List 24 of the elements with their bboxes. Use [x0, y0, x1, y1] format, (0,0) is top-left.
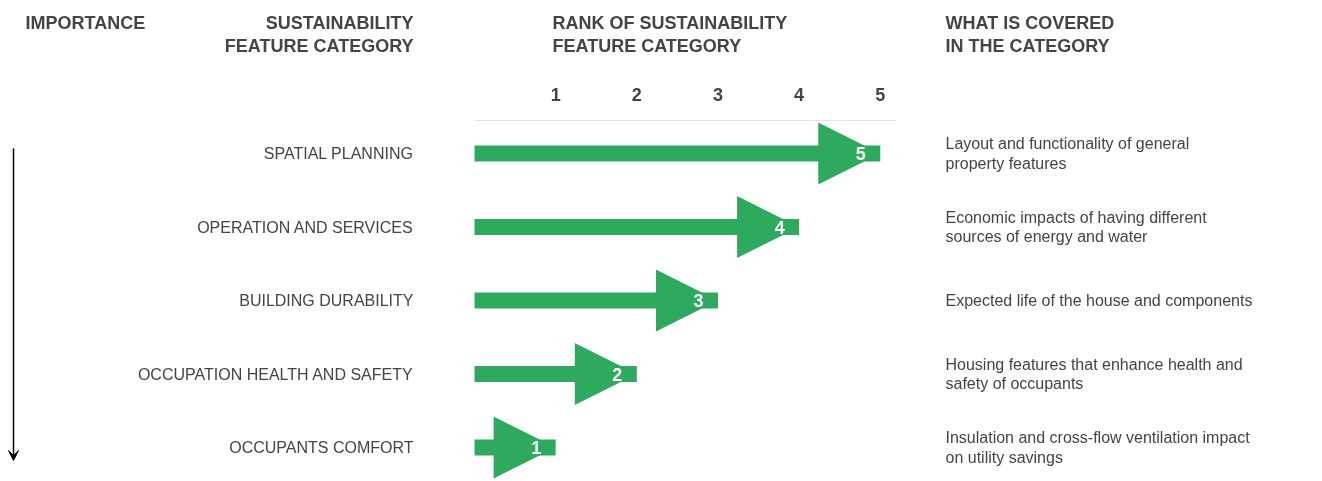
data-label: 4: [774, 217, 785, 238]
x-tick-label: 4: [794, 84, 805, 105]
text: Economic impacts of having different sources of energy and water: [945, 208, 1208, 246]
y-tick-label: OCCUPANTS COMFORT: [229, 439, 414, 456]
data-label: 1: [531, 438, 542, 458]
text: Layout and functionality of general property features: [945, 135, 1190, 172]
y2-axis-title: WHAT IS COVERED IN THE CATEGORY: [945, 12, 1115, 56]
x-tick-label: 1: [550, 84, 561, 105]
text: IMPORTANCE: [25, 12, 146, 33]
x-tick-label: 5: [875, 84, 886, 105]
x-tick-label: 2: [631, 84, 642, 105]
text: Housing features that enhance health and safety of occupants: [945, 355, 1243, 393]
text: Expected life of the house and components: [945, 292, 1253, 309]
y-tick-label: SPATIAL PLANNING: [263, 145, 413, 162]
text: Insulation and cross-flow ventilation impact on utility savings: [945, 429, 1251, 466]
data-label: 3: [693, 291, 704, 311]
data-label: 2: [612, 364, 623, 385]
y-tick-label: OPERATION AND SERVICES: [197, 218, 413, 236]
y-tick-label: BUILDING DURABILITY: [239, 292, 414, 309]
y-axis-title: SUSTAINABILITY FEATURE CATEGORY: [224, 12, 414, 56]
y-tick-label: OCCUPATION HEALTH AND SAFETY: [137, 365, 413, 383]
x-tick-label: 3: [712, 84, 723, 105]
data-label: 5: [855, 144, 866, 164]
x-axis-title: RANK OF SUSTAINABILITY FEATURE CATEGORY: [552, 12, 788, 56]
